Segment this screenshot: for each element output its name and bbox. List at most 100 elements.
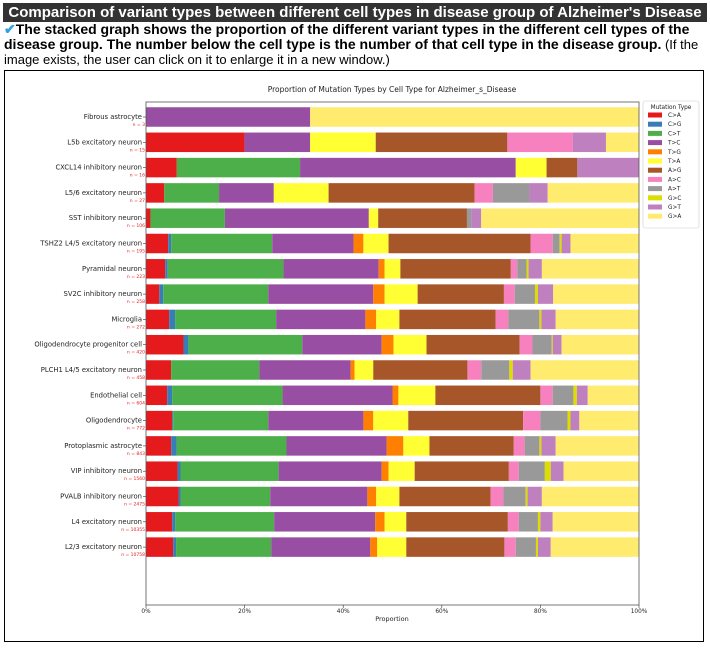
bar-segment-c-to-t <box>176 157 301 178</box>
bar-segment-a-to-g <box>400 259 511 279</box>
cell-count-label: n = 604 <box>127 400 145 406</box>
bar-segment-c-to-t <box>150 208 225 228</box>
y-tick-label: Fibrous astrocyte <box>84 113 142 121</box>
bar-row <box>146 360 639 380</box>
bar-segment-a-to-c <box>540 385 553 406</box>
bar-segment-g-to-a <box>553 284 639 304</box>
cell-count-label: n = 106 <box>127 223 145 229</box>
bar-segment-c-to-t <box>188 334 303 355</box>
bar-segment-g-to-c <box>534 284 538 304</box>
bar-segment-a-to-t <box>466 208 472 228</box>
bar-segment-g-to-t <box>541 309 556 330</box>
bar-segment-c-to-g <box>168 233 172 254</box>
bar-segment-c-to-g <box>177 461 181 481</box>
bar-segment-a-to-t <box>514 284 535 304</box>
bar-segment-a-to-g <box>408 410 524 431</box>
bar-segment-g-to-t <box>537 284 554 304</box>
bar-segment-t-to-a <box>363 233 389 254</box>
bar-segment-c-to-a <box>146 284 160 304</box>
cell-count-label: n = 15 <box>130 147 145 153</box>
bar-segment-t-to-c <box>282 385 393 406</box>
legend-entry: C>A <box>668 113 681 119</box>
bar-segment-c-to-t <box>164 183 220 203</box>
bar-segment-t-to-a <box>398 385 436 406</box>
y-tick-label: Pyramidal neuron <box>82 265 142 273</box>
bar-row <box>146 183 639 203</box>
bar-segment-t-to-c <box>270 486 368 507</box>
bar-segment-t-to-g <box>370 537 378 557</box>
bar-segment-t-to-a <box>368 208 379 228</box>
bar-segment-t-to-a <box>393 334 427 355</box>
bar-segment-a-to-g <box>546 157 578 178</box>
bar-segment-t-to-a <box>384 284 418 304</box>
bar-segment-t-to-c <box>244 132 311 153</box>
bar-segment-t-to-a <box>377 537 407 557</box>
bar-segment-t-to-g <box>367 486 377 507</box>
y-tick-label: L5b excitatory neuron <box>67 138 142 146</box>
legend-entry: A>G <box>668 168 682 174</box>
bar-segment-g-to-a <box>530 360 639 380</box>
bar-segment-g-to-t <box>552 334 562 355</box>
bar-segment-g-to-c <box>537 512 541 532</box>
bar-segment-c-to-a <box>146 486 179 507</box>
bar-segment-t-to-c <box>283 259 379 279</box>
stacked-bar-chart[interactable]: Proportion of Mutation Types by Cell Typ… <box>5 71 703 641</box>
bar-segment-g-to-c <box>509 360 513 380</box>
bar-segment-g-to-a <box>561 334 639 355</box>
bar-segment-g-to-a <box>541 486 639 507</box>
bar-segment-c-to-t <box>171 233 273 254</box>
bar-segment-c-to-g <box>183 334 189 355</box>
bar-segment-a-to-t <box>518 461 545 481</box>
check-icon: ✔ <box>4 21 16 37</box>
legend-entry: A>C <box>668 177 681 183</box>
bar-segment-a-to-t <box>481 360 510 380</box>
bar-segment-g-to-t <box>529 183 548 203</box>
chart-image-frame[interactable]: Proportion of Mutation Types by Cell Typ… <box>4 70 704 642</box>
y-tick-label: Oligodendrocyte progenitor cell <box>34 341 142 349</box>
bar-segment-g-to-a <box>587 385 639 406</box>
bar-segment-g-to-t <box>572 132 606 153</box>
bar-segment-g-to-c <box>544 461 551 481</box>
bar-segment-a-to-t <box>524 436 540 456</box>
legend-entry: C>T <box>668 131 681 137</box>
bar-row <box>146 259 639 279</box>
y-tick-label: Oligodendrocyte <box>86 417 142 425</box>
bar-segment-c-to-a <box>146 360 172 380</box>
bar-segment-t-to-c <box>268 410 364 431</box>
bar-segment-c-to-g <box>171 436 177 456</box>
y-tick-label: PVALB inhibitory neuron <box>60 493 142 501</box>
bar-segment-a-to-g <box>328 183 475 203</box>
bar-segment-g-to-a <box>555 436 639 456</box>
y-tick-label: Endothelial cell <box>90 391 142 399</box>
bar-segment-t-to-g <box>378 259 385 279</box>
bar-segment-g-to-t <box>528 259 542 279</box>
legend-entry: T>C <box>667 141 680 147</box>
bar-segment-c-to-t <box>180 486 271 507</box>
bar-segment-t-to-g <box>381 334 394 355</box>
bar-segment-a-to-g <box>426 334 520 355</box>
bar-segment-g-to-t <box>570 410 580 431</box>
bar-segment-a-to-c <box>523 410 541 431</box>
bar-segment-g-to-c <box>539 436 542 456</box>
bar-row <box>146 410 639 431</box>
bar-segment-c-to-g <box>172 410 174 431</box>
bar-segment-a-to-c <box>507 512 519 532</box>
bar-segment-a-to-t <box>503 486 526 507</box>
bar-segment-a-to-t <box>518 512 538 532</box>
bar-segment-a-to-c <box>503 284 515 304</box>
bar-segment-c-to-g <box>173 537 177 557</box>
bar-row <box>146 334 639 355</box>
legend-swatch <box>648 176 662 182</box>
y-tick-label: Protoplasmic astrocyte <box>64 442 142 450</box>
legend-swatch <box>648 213 662 219</box>
legend-swatch <box>648 158 662 164</box>
cell-count-label: n = 223 <box>127 274 145 280</box>
legend-swatch <box>648 112 662 118</box>
legend-title: Mutation Type <box>651 105 692 111</box>
y-tick-label: L4 excitatory neuron <box>72 518 142 526</box>
bar-segment-t-to-g <box>386 436 404 456</box>
bar-segment-c-to-t <box>163 284 269 304</box>
y-tick-label: SV2C inhibitory neuron <box>64 290 143 298</box>
bar-segment-a-to-g <box>388 233 531 254</box>
bar-segment-c-to-a <box>146 410 173 431</box>
